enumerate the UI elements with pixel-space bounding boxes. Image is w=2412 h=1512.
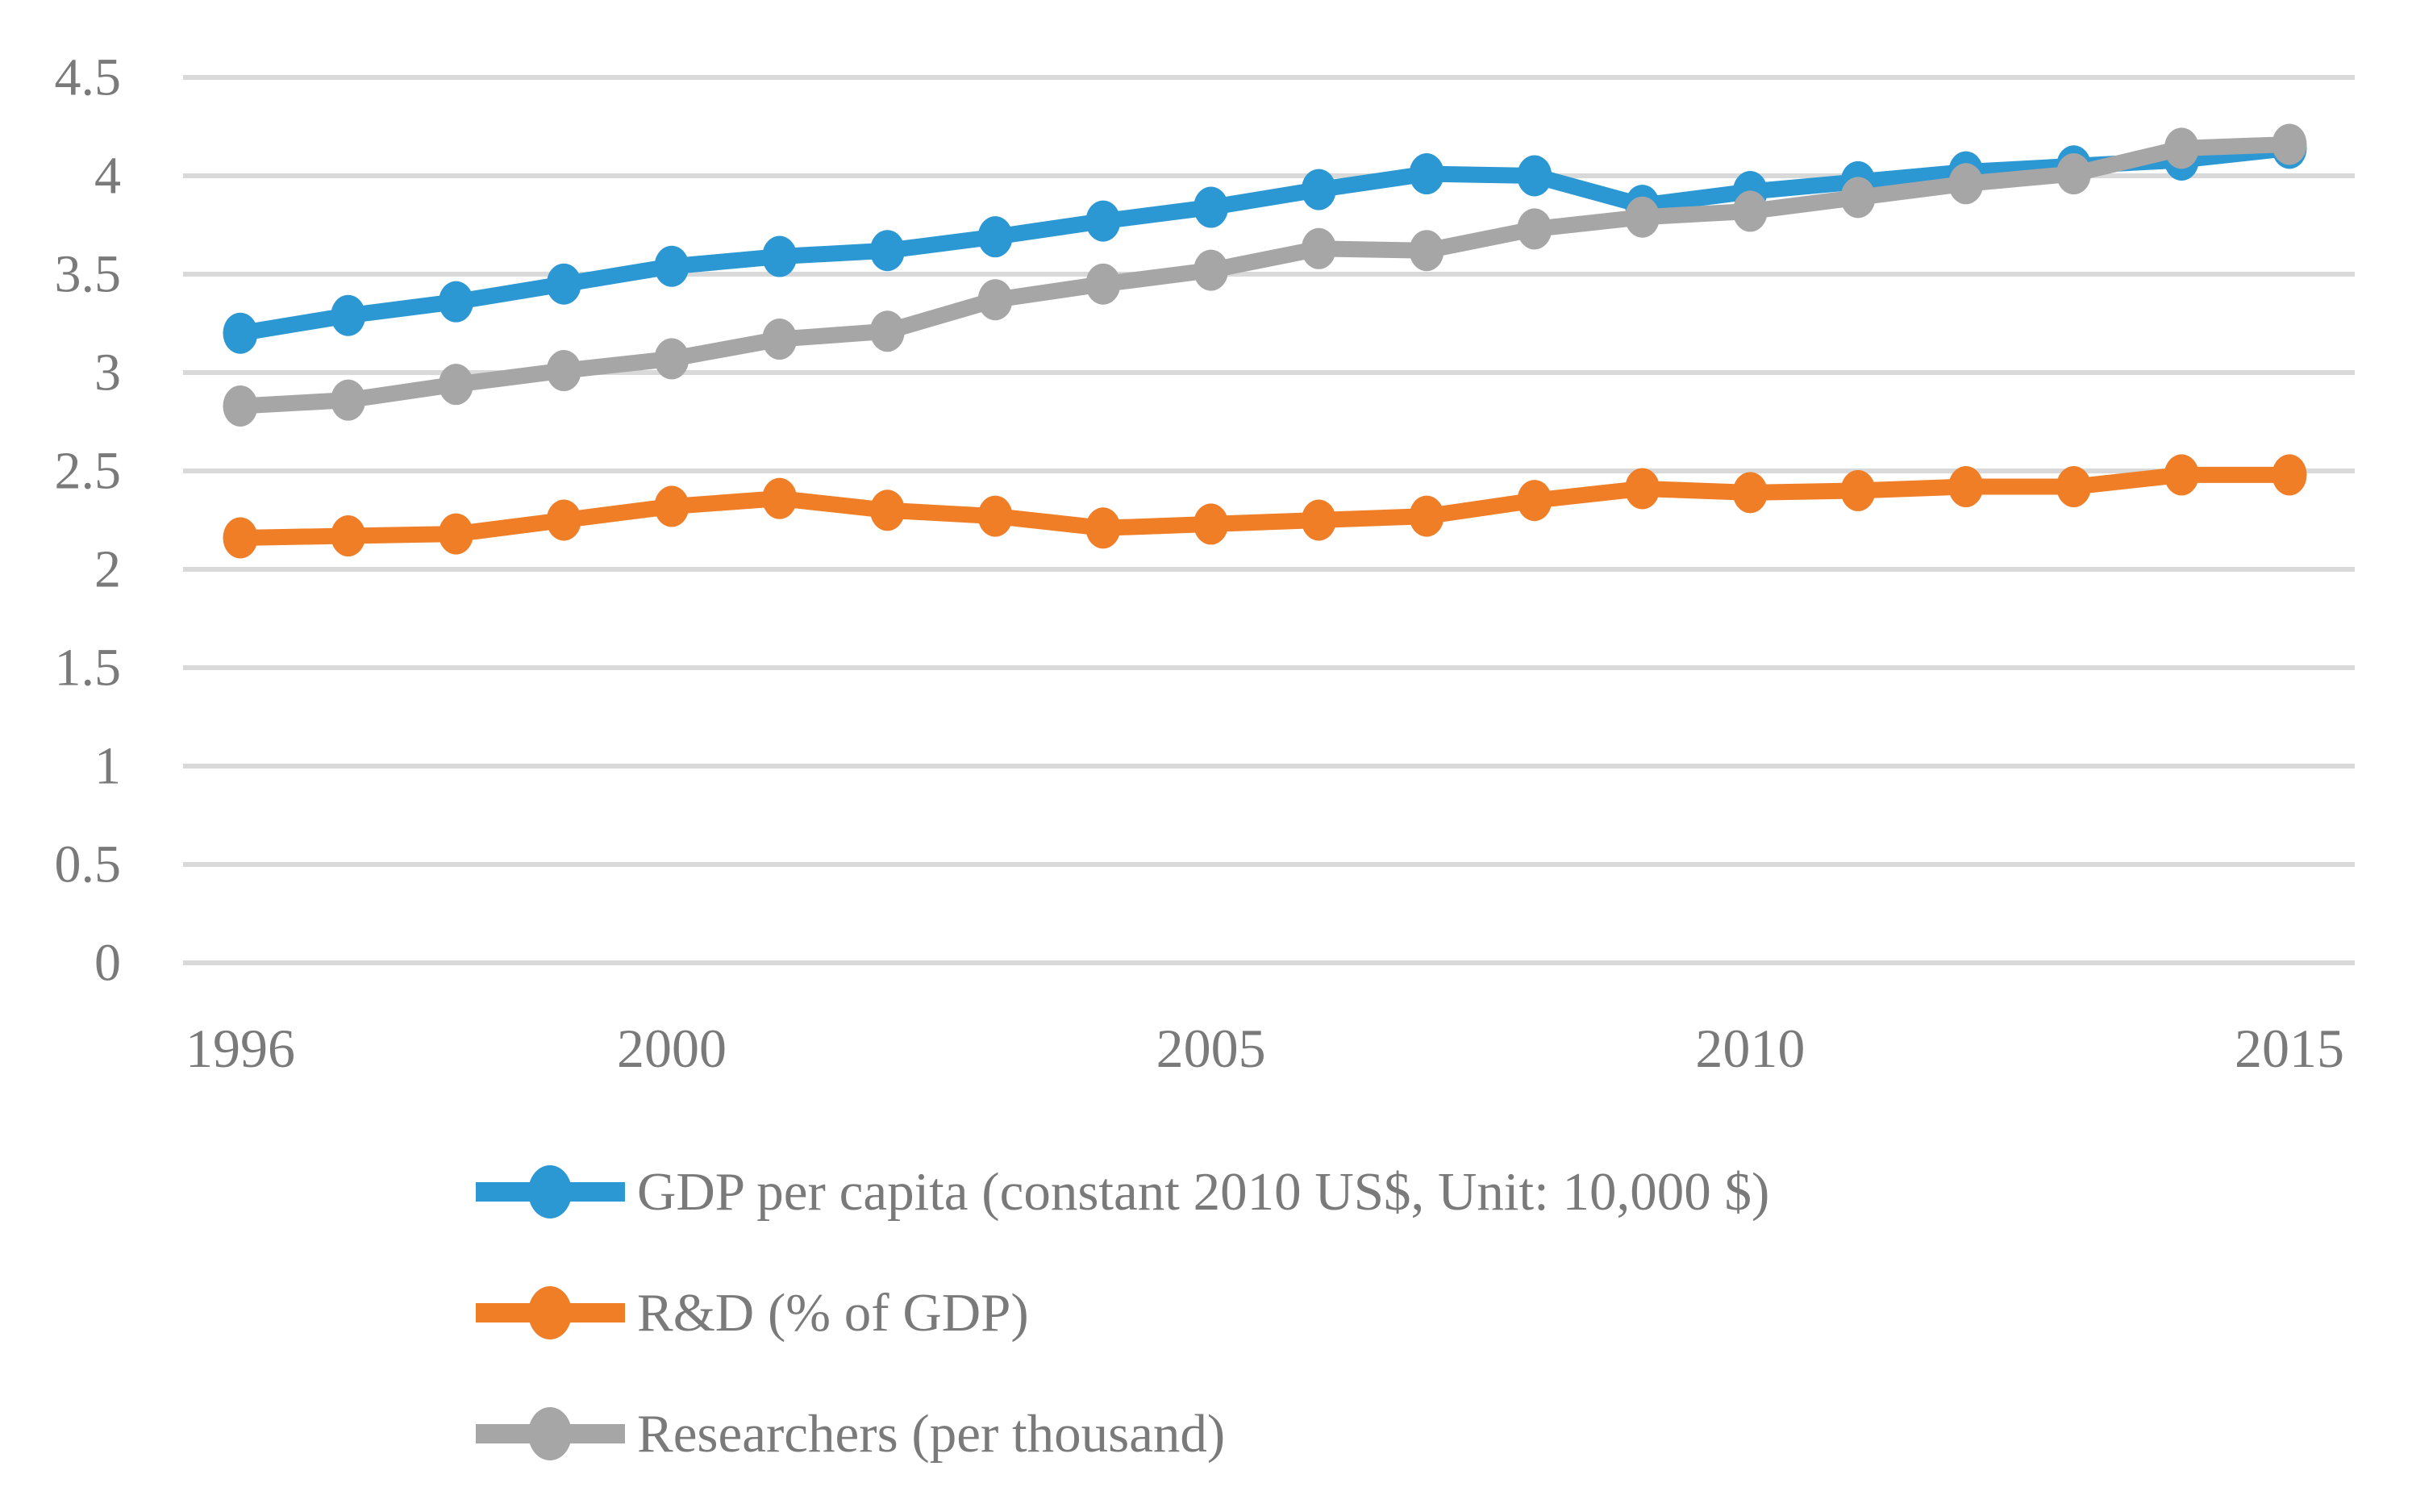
legend-dot-marker-2	[528, 1407, 572, 1460]
y-tick-label-2: 2	[94, 540, 121, 599]
data-point-s2-2011	[1840, 177, 1876, 219]
data-point-s1-1996	[223, 517, 258, 559]
data-point-s0-1996	[223, 312, 258, 354]
data-point-s0-2004	[1085, 200, 1121, 242]
data-point-s0-2008	[1517, 155, 1552, 197]
legend-label-2: Researchers (per thousand)	[637, 1404, 1225, 1464]
y-tick-label-0.5: 0.5	[55, 835, 122, 894]
data-point-s0-1997	[331, 294, 366, 336]
y-tick-label-4.5: 4.5	[55, 48, 122, 107]
data-point-s0-1999	[546, 263, 581, 305]
data-point-s2-2014	[2164, 127, 2199, 169]
data-point-s1-2001	[762, 477, 798, 519]
data-point-s1-2012	[1948, 466, 1984, 508]
data-point-s2-2009	[1625, 196, 1660, 238]
data-point-s2-2006	[1301, 227, 1336, 269]
data-point-s2-1996	[223, 385, 258, 427]
x-tick-label-1996: 1996	[185, 1018, 295, 1079]
data-point-s1-1999	[546, 499, 581, 541]
data-point-s2-2002	[869, 310, 905, 352]
data-point-s2-2003	[977, 279, 1013, 321]
legend: GDP per capita (constant 2010 US$, Unit:…	[476, 1162, 1769, 1464]
data-point-s1-2007	[1409, 495, 1444, 537]
y-tick-label-0: 0	[94, 934, 121, 993]
data-point-s1-2010	[1732, 472, 1768, 514]
y-tick-label-1.5: 1.5	[55, 639, 122, 698]
data-point-s2-1998	[438, 364, 473, 406]
series-0	[223, 127, 2307, 354]
series-line-2	[232, 135, 2297, 414]
data-point-s1-2006	[1301, 499, 1336, 541]
data-point-s1-2013	[2056, 466, 2092, 508]
data-point-s1-2015	[2272, 454, 2307, 496]
legend-item-2: Researchers (per thousand)	[476, 1404, 1225, 1464]
legend-label-0: GDP per capita (constant 2010 US$, Unit:…	[637, 1162, 1769, 1222]
data-point-s0-2007	[1409, 153, 1444, 195]
legend-item-1: R&D (% of GDP)	[476, 1283, 1029, 1343]
data-point-s2-2005	[1194, 249, 1229, 291]
data-point-s2-2007	[1409, 230, 1444, 272]
x-tick-label-2000: 2000	[617, 1018, 727, 1079]
data-point-s1-1997	[331, 515, 366, 557]
data-point-s2-2001	[762, 319, 798, 360]
data-point-s0-2003	[977, 216, 1013, 258]
series-line-0	[232, 140, 2297, 342]
legend-item-0: GDP per capita (constant 2010 US$, Unit:…	[476, 1162, 1769, 1222]
y-axis-tick-labels: 0 0.5 1 1.5 2 2.5 3 3.5 4 4.5	[55, 48, 122, 993]
y-tick-label-2.5: 2.5	[55, 442, 122, 501]
y-tick-label-3.5: 3.5	[55, 245, 122, 304]
y-tick-label-1: 1	[94, 737, 121, 796]
data-point-s0-2000	[654, 245, 689, 287]
data-point-s2-2013	[2056, 153, 2092, 195]
data-point-s1-2000	[654, 485, 689, 527]
data-point-s0-2005	[1194, 186, 1229, 228]
data-point-s1-1998	[438, 513, 473, 555]
data-point-s2-2015	[2272, 123, 2307, 165]
data-point-s2-1997	[331, 379, 366, 421]
y-tick-label-3: 3	[94, 344, 121, 402]
legend-label-1: R&D (% of GDP)	[637, 1283, 1029, 1343]
series-1	[223, 454, 2307, 559]
data-point-s1-2014	[2164, 454, 2199, 496]
data-point-s2-2004	[1085, 263, 1121, 305]
data-point-s1-2003	[977, 495, 1013, 537]
data-point-s2-2012	[1948, 163, 1984, 205]
x-tick-label-2005: 2005	[1156, 1018, 1266, 1079]
data-point-s2-2008	[1517, 208, 1552, 250]
data-point-s2-1999	[546, 350, 581, 392]
data-point-s0-1998	[438, 281, 473, 323]
data-point-s1-2009	[1625, 468, 1660, 510]
data-series	[223, 123, 2307, 559]
data-point-s1-2011	[1840, 469, 1876, 511]
legend-dot-marker-0	[528, 1165, 572, 1218]
legend-dot-marker-1	[528, 1286, 572, 1339]
y-tick-label-4: 4	[94, 147, 121, 206]
data-point-s1-2005	[1194, 503, 1229, 545]
data-point-s1-2004	[1085, 507, 1121, 549]
series-2	[223, 123, 2307, 427]
data-point-s2-2000	[654, 338, 689, 380]
x-axis-tick-labels: 1996 2000 2005 2010 2015	[185, 1018, 2344, 1079]
data-point-s0-2001	[762, 235, 798, 277]
series-line-1	[232, 466, 2297, 546]
data-point-s1-2002	[869, 489, 905, 531]
data-point-s1-2008	[1517, 480, 1552, 522]
x-tick-label-2010: 2010	[1695, 1018, 1805, 1079]
data-point-s0-2002	[869, 230, 905, 272]
data-point-s2-2010	[1732, 190, 1768, 232]
data-point-s0-2006	[1301, 169, 1336, 210]
x-tick-label-2015: 2015	[2235, 1018, 2344, 1079]
